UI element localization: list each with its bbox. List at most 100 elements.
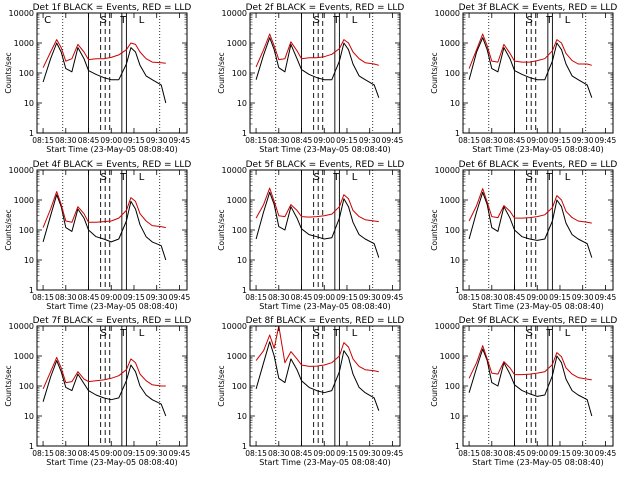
interval-letter: L <box>352 172 358 183</box>
panel-det-9: Det 9f BLACK = Events, RED = LLD S T L 1 10 10… <box>430 316 617 467</box>
x-tick-label: 08:15 <box>32 293 54 302</box>
y-tick-label: 1 <box>455 286 460 295</box>
panel-title: Det 8f BLACK = Events, RED = LLD <box>246 316 405 326</box>
interval-letter: S <box>100 172 106 183</box>
lld-series-line <box>468 345 592 381</box>
interval-letter: S <box>313 172 319 183</box>
x-tick-label: 09:30 <box>359 136 381 145</box>
panel-title: Det 4f BLACK = Events, RED = LLD <box>33 160 192 170</box>
y-tick-label: 10000 <box>9 166 34 175</box>
panel-title: Det 9f BLACK = Events, RED = LLD <box>459 316 618 326</box>
plot-frame <box>462 12 614 134</box>
y-axis-label: Counts/sec <box>4 365 13 406</box>
x-axis-label: Start Time (23-May-05 08:08:40) <box>259 458 390 467</box>
panel-title: Det 5f BLACK = Events, RED = LLD <box>246 160 405 170</box>
interval-letter: T <box>119 15 127 26</box>
lld-series-line <box>468 188 592 224</box>
interval-letter: L <box>352 328 358 339</box>
y-tick-label: 1000 <box>440 39 460 48</box>
y-tick-label: 100 <box>232 69 247 78</box>
plot-frame <box>462 325 614 447</box>
y-tick-label: 1 <box>29 129 34 138</box>
x-axis-label: Start Time (23-May-05 08:08:40) <box>472 458 603 467</box>
x-tick-label: 08:45 <box>291 449 313 458</box>
x-tick-label: 08:30 <box>268 293 290 302</box>
plot-frame <box>36 169 188 291</box>
y-tick-label: 100 <box>232 382 247 391</box>
x-tick-label: 08:15 <box>458 136 480 145</box>
x-tick-label: 09:45 <box>595 293 617 302</box>
x-tick-label: 08:15 <box>245 293 267 302</box>
x-tick-label: 08:45 <box>504 136 526 145</box>
y-tick-label: 10000 <box>435 9 460 18</box>
y-tick-label: 1000 <box>440 196 460 205</box>
events-series-line <box>255 37 380 98</box>
y-tick-label: 10000 <box>435 166 460 175</box>
x-tick-label: 08:45 <box>504 293 526 302</box>
y-axis-label: Counts/sec <box>430 52 439 93</box>
y-axis-label: Counts/sec <box>430 209 439 250</box>
x-tick-label: 09:45 <box>382 136 404 145</box>
x-axis-label: Start Time (23-May-05 08:08:40) <box>46 458 177 467</box>
panel-det-8: Det 8f BLACK = Events, RED = LLD S T L 1 10 10… <box>217 316 404 467</box>
interval-letter: L <box>565 172 571 183</box>
y-tick-label: 1000 <box>227 196 247 205</box>
x-tick-label: 09:00 <box>313 449 335 458</box>
x-tick-label: 09:45 <box>382 449 404 458</box>
x-tick-label: 08:15 <box>32 449 54 458</box>
y-tick-label: 100 <box>19 226 34 235</box>
x-tick-label: 09:45 <box>169 136 191 145</box>
interval-letter: S <box>526 15 532 26</box>
x-tick-label: 09:00 <box>313 136 335 145</box>
interval-letter: L <box>565 328 571 339</box>
x-tick-label: 09:00 <box>100 293 122 302</box>
y-tick-label: 100 <box>445 69 460 78</box>
x-axis-label: Start Time (23-May-05 08:08:40) <box>472 145 603 154</box>
y-tick-label: 100 <box>445 382 460 391</box>
y-tick-label: 10 <box>450 99 460 108</box>
y-axis-label: Counts/sec <box>217 209 226 250</box>
y-tick-label: 10000 <box>9 9 34 18</box>
y-axis-label: Counts/sec <box>217 365 226 406</box>
x-tick-label: 09:45 <box>169 449 191 458</box>
x-tick-label: 08:45 <box>291 136 313 145</box>
events-series-line <box>42 360 167 417</box>
x-tick-label: 09:30 <box>146 136 168 145</box>
lld-series-line <box>255 33 379 68</box>
interval-letter: L <box>352 15 358 26</box>
x-tick-label: 08:30 <box>268 136 290 145</box>
y-tick-label: 10000 <box>222 166 247 175</box>
y-tick-label: 100 <box>19 382 34 391</box>
y-tick-label: 10 <box>237 99 247 108</box>
lld-series-line <box>255 325 379 373</box>
x-tick-label: 09:30 <box>146 449 168 458</box>
x-tick-label: 08:15 <box>458 449 480 458</box>
panel-det-1: Det 1f BLACK = Events, RED = LLD S T L C 1 10 1… <box>4 3 191 154</box>
x-tick-label: 09:15 <box>123 293 145 302</box>
interval-letter: T <box>119 328 127 339</box>
x-tick-label: 09:45 <box>595 449 617 458</box>
plot-frame <box>249 12 401 134</box>
x-tick-label: 09:00 <box>526 293 548 302</box>
plot-frame <box>462 169 614 291</box>
panel-det-3: Det 3f BLACK = Events, RED = LLD S T L 1 10 10… <box>430 3 617 154</box>
interval-letter: S <box>313 15 319 26</box>
x-tick-label: 09:30 <box>572 449 594 458</box>
y-tick-label: 1 <box>29 442 34 451</box>
x-tick-label: 09:15 <box>123 136 145 145</box>
x-axis-label: Start Time (23-May-05 08:08:40) <box>259 302 390 311</box>
lld-series-line <box>42 39 166 68</box>
y-axis-label: Counts/sec <box>4 209 13 250</box>
x-tick-label: 09:15 <box>549 293 571 302</box>
panel-title: Det 1f BLACK = Events, RED = LLD <box>33 3 192 13</box>
x-tick-label: 09:30 <box>572 293 594 302</box>
x-tick-label: 09:15 <box>336 449 358 458</box>
y-tick-label: 1000 <box>14 196 34 205</box>
y-tick-label: 100 <box>445 226 460 235</box>
x-axis-label: Start Time (23-May-05 08:08:40) <box>46 302 177 311</box>
x-tick-label: 08:45 <box>504 449 526 458</box>
x-tick-label: 09:15 <box>549 449 571 458</box>
events-series-line <box>468 348 593 417</box>
x-tick-label: 08:45 <box>78 136 100 145</box>
panel-det-5: Det 5f BLACK = Events, RED = LLD S T L 1 10 10… <box>217 160 404 311</box>
